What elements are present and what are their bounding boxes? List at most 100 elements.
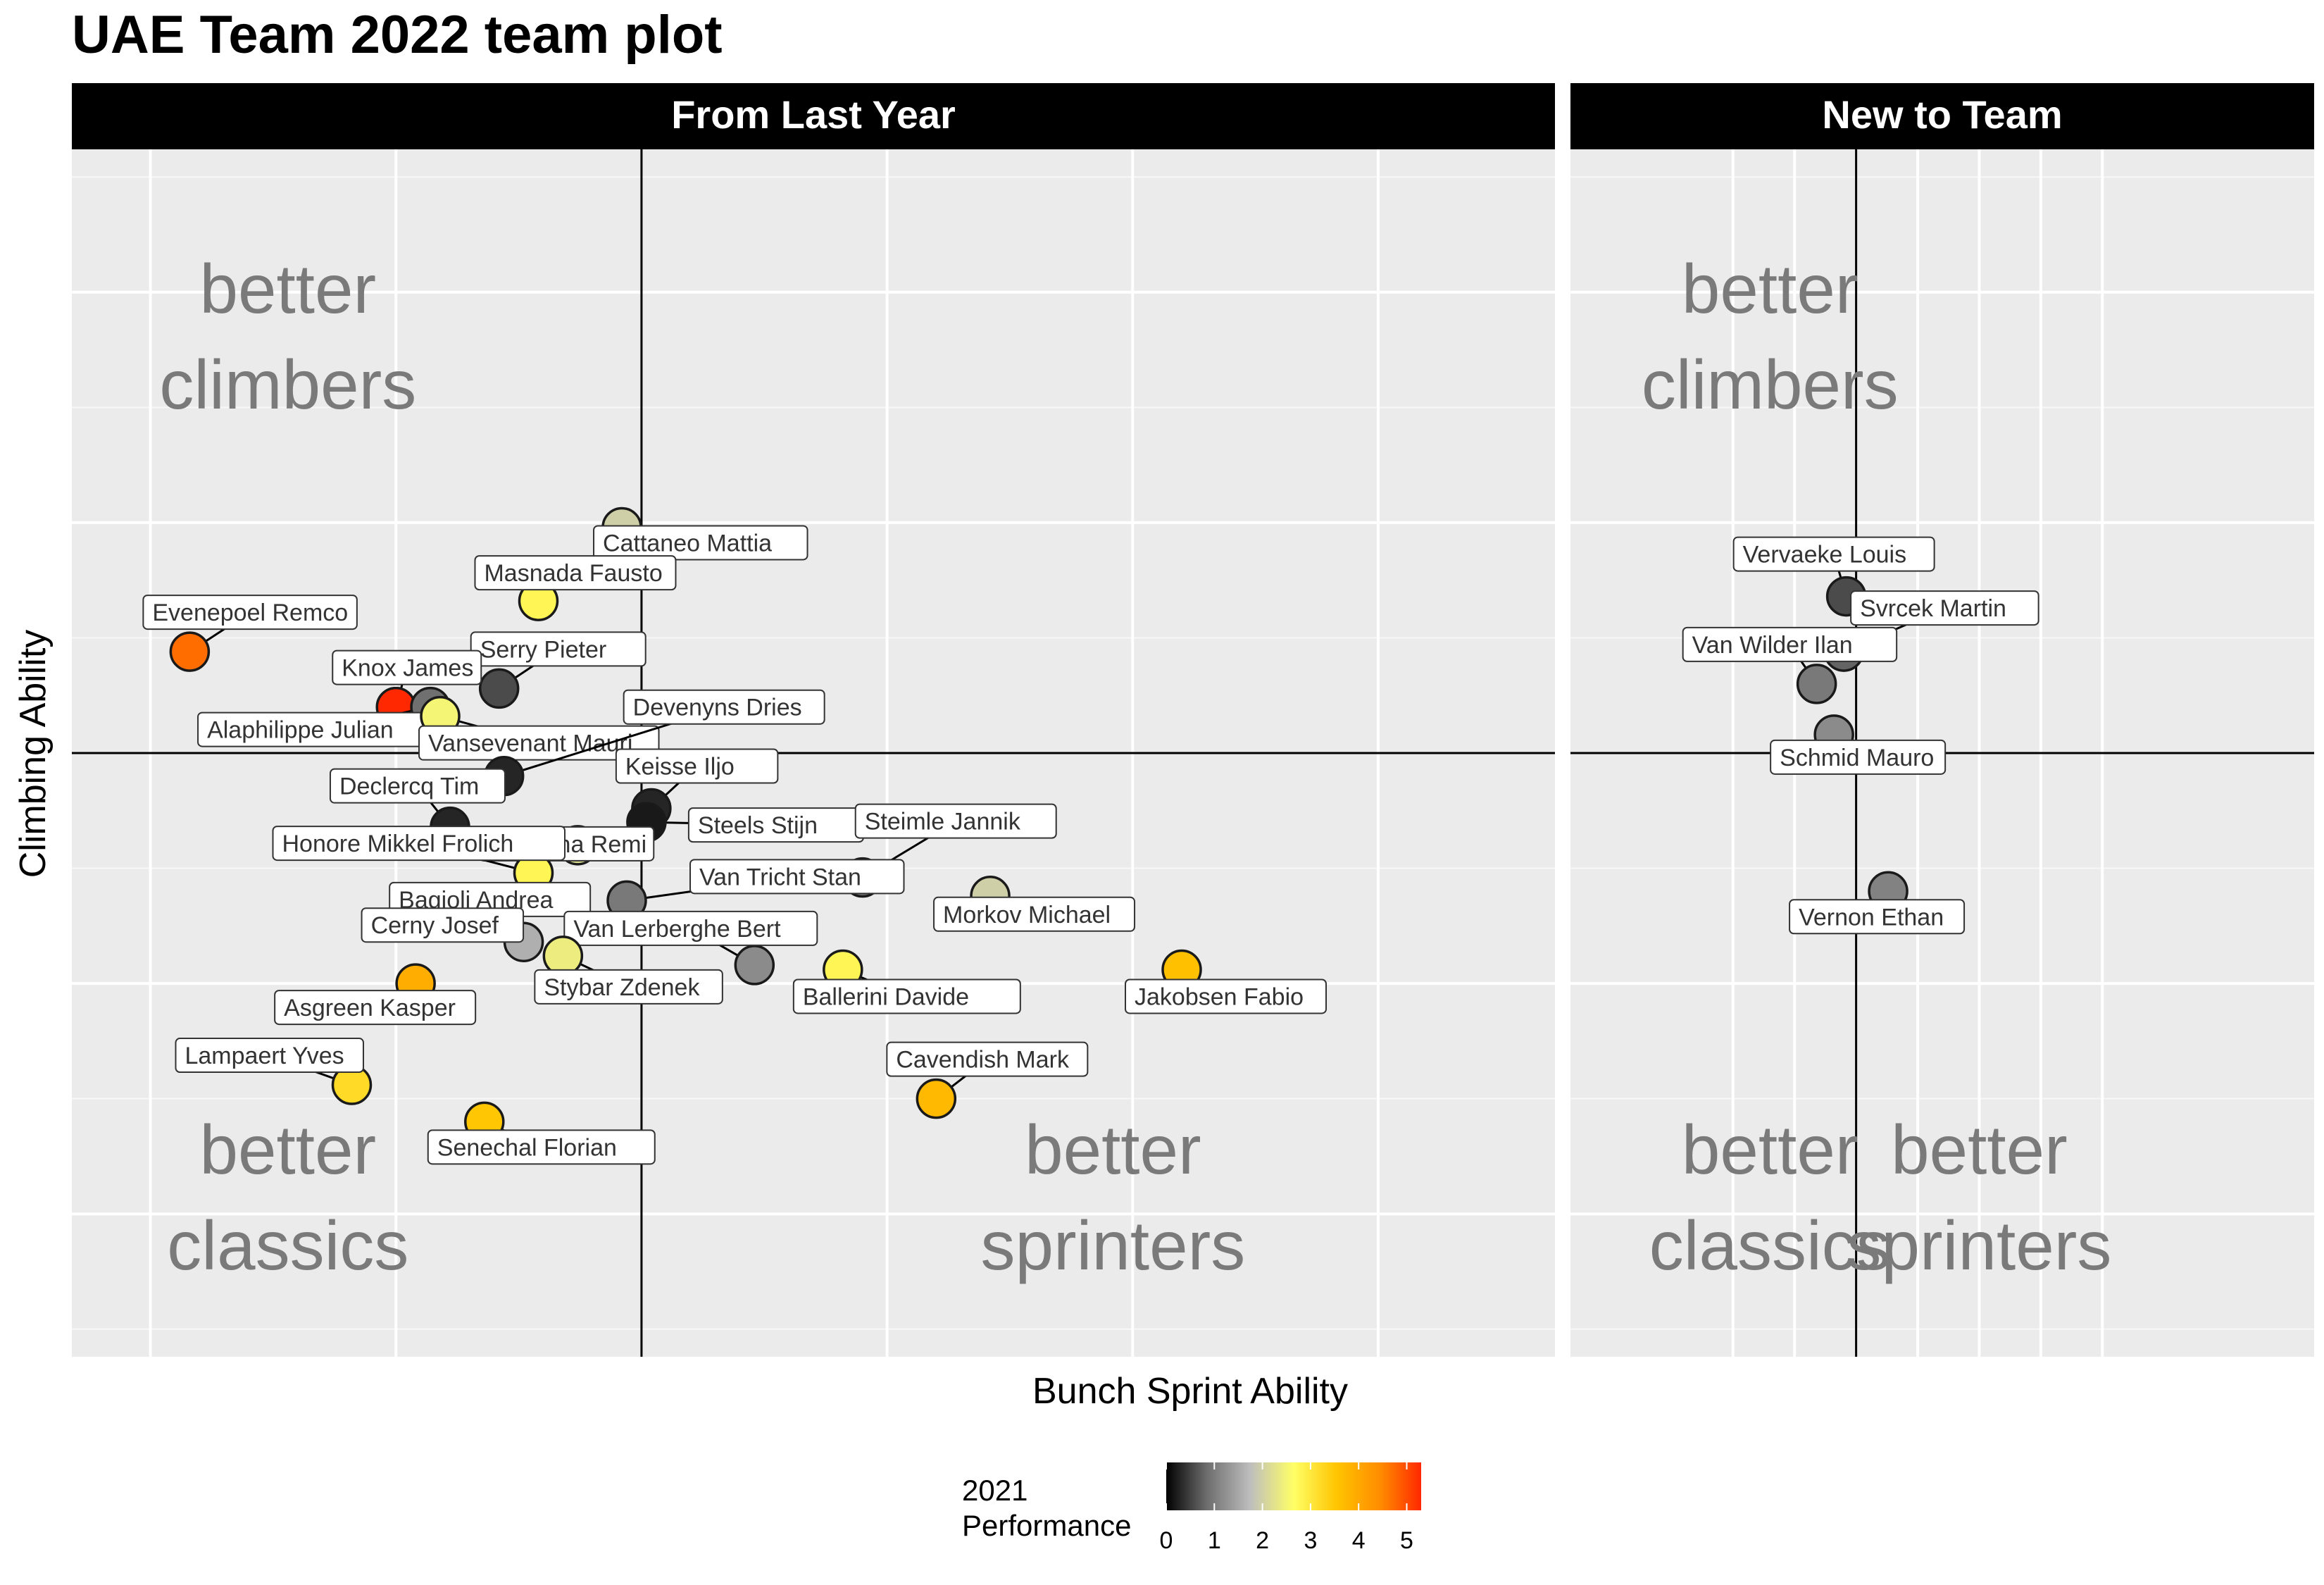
- player-label: Cattaneo Mattia: [603, 530, 772, 557]
- point-evenepoel-remco: Evenepoel Remco: [142, 595, 358, 672]
- y-axis-title: Climbing Ability: [13, 630, 54, 878]
- player-label: Van Wilder Ilan: [1692, 632, 1853, 659]
- corner-label-classics: classics: [167, 1207, 408, 1284]
- chart-title: UAE Team 2022 team plot: [72, 5, 723, 65]
- point-honore-mikkel-frolich: Honore Mikkel Frolich: [272, 826, 566, 893]
- legend-ticks: 0 1 2 3 4 5: [1160, 1462, 1413, 1554]
- corner-label-climbers: better: [1682, 250, 1858, 328]
- label-box: [418, 725, 660, 761]
- label-box: [1850, 590, 2039, 626]
- label-box: [175, 1038, 364, 1074]
- point-schmid-mauro: Schmid Mauro: [1770, 714, 1947, 775]
- legend-tick-label: 5: [1400, 1527, 1413, 1554]
- corner-label-climbers: climbers: [159, 346, 416, 423]
- player-label: Svrcek Martin: [1860, 595, 2006, 622]
- player-label: Stybar Zdenek: [544, 974, 700, 1001]
- label-box: [854, 803, 1057, 839]
- player-label: Van Lerberghe Bert: [573, 916, 781, 943]
- player-label: Devenyns Dries: [633, 695, 802, 721]
- player-label: Schmid Mauro: [1780, 745, 1934, 771]
- player-label: Masnada Fausto: [484, 560, 662, 587]
- player-label: Steels Stijn: [698, 812, 818, 839]
- label-box: [1682, 626, 1898, 662]
- facet-strip: [1570, 83, 2314, 149]
- label-box: [886, 1041, 1089, 1077]
- facet-new-to-team: New to Teambetterclimbersbetterclassicsb…: [1570, 83, 2314, 1357]
- corner-label-climbers: better: [200, 250, 377, 328]
- label-box: [142, 595, 358, 630]
- legend-colorbar: [1166, 1462, 1421, 1510]
- label-box: [563, 910, 818, 946]
- performance-legend: 2021 Performance 0 1 2 3 4 5: [962, 1462, 1421, 1554]
- point-declercq-tim: Declercq Tim: [329, 768, 506, 847]
- player-label: Declercq Tim: [339, 773, 479, 800]
- corner-label-classics: better: [200, 1111, 377, 1188]
- corner-label-sprinters: better: [1025, 1111, 1201, 1188]
- facet-strip: [72, 83, 1555, 149]
- label-box: [593, 525, 808, 561]
- player-dot: [542, 936, 584, 976]
- label-box: [274, 990, 477, 1026]
- player-label: Serry Pieter: [480, 636, 607, 663]
- point-cavendish-mark: Cavendish Mark: [886, 1041, 1089, 1119]
- point-van-lerberghe-bert: Van Lerberghe Bert: [563, 910, 818, 986]
- player-label: Morkov Michael: [943, 902, 1111, 928]
- player-label: Lampaert Yves: [185, 1043, 344, 1069]
- corner-label-climbers: climbers: [1642, 346, 1899, 423]
- facet-strip-label: From Last Year: [671, 92, 956, 137]
- corner-label-sprinters: sprinters: [980, 1207, 1245, 1284]
- legend-tick-label: 3: [1304, 1527, 1317, 1554]
- player-dot: [734, 945, 775, 986]
- label-box: [329, 768, 506, 804]
- x-axis-title: Bunch Sprint Ability: [1032, 1371, 1348, 1412]
- corner-label-classics: classics: [1649, 1207, 1891, 1284]
- player-label: Vervaeke Louis: [1743, 542, 1907, 568]
- label-box: [534, 969, 723, 1005]
- point-masnada-fausto: Masnada Fausto: [474, 555, 677, 621]
- player-label: Asgreen Kasper: [284, 995, 456, 1021]
- player-label: Jakobsen Fabio: [1135, 983, 1304, 1010]
- label-box: [1125, 978, 1327, 1014]
- label-box: [623, 689, 825, 725]
- point-devenyns-dries: Devenyns Dries: [483, 689, 825, 797]
- point-vernon-ethan: Vernon Ethan: [1789, 871, 1966, 935]
- label-box: [1789, 899, 1966, 935]
- player-label: Cerny Josef: [371, 912, 499, 939]
- label-box: [1770, 739, 1947, 775]
- point-vansevenant-mauri: Vansevenant Mauri: [418, 695, 660, 761]
- legend-title-line2: Performance: [962, 1509, 1131, 1542]
- player-label: Van Tricht Stan: [699, 864, 861, 890]
- point-lampaert-yves: Lampaert Yves: [175, 1038, 373, 1105]
- player-label: Vansevenant Mauri: [428, 731, 632, 757]
- point-alaphilippe-julian: Alaphilippe Julian: [197, 686, 452, 747]
- point-stybar-zdenek: Stybar Zdenek: [534, 936, 723, 1005]
- label-box: [792, 978, 1021, 1014]
- facet-strip-label: New to Team: [1822, 92, 2062, 137]
- point-ballerini-davide: Ballerini Davide: [792, 949, 1021, 1014]
- label-box: [332, 649, 482, 685]
- label-box: [689, 859, 905, 895]
- point-jakobsen-fabio: Jakobsen Fabio: [1125, 949, 1327, 1014]
- label-box: [470, 631, 646, 667]
- player-label: Senechal Florian: [437, 1134, 617, 1161]
- player-label: Ballerini Davide: [803, 983, 969, 1010]
- player-dot: [916, 1078, 957, 1119]
- player-label: Cavendish Mark: [896, 1047, 1070, 1074]
- player-dot: [478, 668, 520, 709]
- label-box: [1732, 536, 1935, 572]
- point-cattaneo-mattia: Cattaneo Mattia: [593, 506, 808, 561]
- player-dot: [1796, 664, 1837, 704]
- point-keisse-iljo: Keisse Iljo: [615, 748, 779, 829]
- point-serry-pieter: Serry Pieter: [470, 631, 646, 709]
- legend-tick-label: 2: [1256, 1527, 1269, 1554]
- facet-panels: From Last Yearbetterclimbersbetterclassi…: [72, 83, 2314, 1357]
- player-label: Alaphilippe Julian: [207, 717, 394, 744]
- label-box: [272, 826, 566, 862]
- legend-title-line1: 2021: [962, 1474, 1027, 1507]
- player-dot: [169, 631, 211, 672]
- corner-label-sprinters: better: [1891, 1111, 2068, 1188]
- legend-tick-label: 1: [1208, 1527, 1221, 1554]
- point-van-wilder-ilan: Van Wilder Ilan: [1682, 626, 1898, 704]
- legend-tick-label: 0: [1160, 1527, 1173, 1554]
